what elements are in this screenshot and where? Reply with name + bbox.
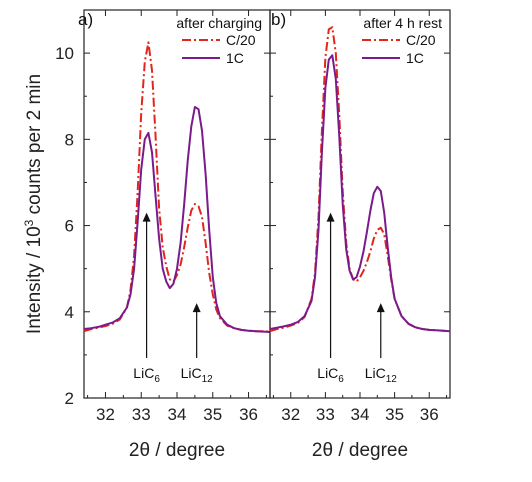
annotation-label: LiC6 xyxy=(317,365,344,385)
series-line-c20 xyxy=(83,41,271,333)
legend-entry: C/20 xyxy=(226,32,256,48)
panel-a: 32 33 34 35 36 2 4 6 8 10 2θ / degree a) after charg… xyxy=(55,9,271,461)
x-tick-label: 34 xyxy=(351,405,370,424)
y-tick-label: 2 xyxy=(65,389,74,408)
panel-label: b) xyxy=(271,10,286,29)
x-axis-title: 2θ / degree xyxy=(312,440,408,461)
x-tick-label: 32 xyxy=(281,405,300,424)
y-tick-label: 8 xyxy=(65,130,74,149)
legend-title: after 4 h rest xyxy=(363,15,442,31)
x-axis-title: 2θ / degree xyxy=(129,440,225,461)
series-line-1c xyxy=(269,54,451,333)
y-axis-label: Intensity / 103 counts per 2 min xyxy=(22,74,45,334)
x-tick-label: 34 xyxy=(168,405,187,424)
y-axis-title-rest: counts per 2 min xyxy=(24,74,45,220)
y-axis-title-main: Intensity / 10 xyxy=(24,226,45,334)
legend-entry: C/20 xyxy=(406,32,436,48)
annotation-label-text: LiC xyxy=(181,365,202,381)
panel-frame xyxy=(83,9,271,399)
y-axis-title-exponent: 3 xyxy=(22,219,36,226)
x-tick-label: 36 xyxy=(239,405,258,424)
x-tick-label: 36 xyxy=(420,405,439,424)
y-tick-label: 10 xyxy=(55,44,74,63)
x-tick-label: 32 xyxy=(96,405,115,424)
annotation-label: LiC6 xyxy=(133,365,160,385)
x-tick-label: 33 xyxy=(316,405,335,424)
annotation-label-text: LiC xyxy=(365,365,386,381)
annotation-arrowhead xyxy=(142,212,151,222)
legend-entry: 1C xyxy=(226,50,244,66)
annotation-label-sub: 12 xyxy=(202,374,214,385)
x-tick-label: 35 xyxy=(385,405,404,424)
annotation-arrowhead xyxy=(326,212,335,222)
y-tick-label: 4 xyxy=(65,303,74,322)
series-line-1c xyxy=(83,106,271,333)
annotation-label-sub: 6 xyxy=(338,374,344,385)
annotation-label-sub: 6 xyxy=(154,374,160,385)
y-tick-label: 6 xyxy=(65,217,74,236)
panel-label: a) xyxy=(78,10,93,29)
annotation-arrowhead xyxy=(192,303,201,313)
x-tick-label: 33 xyxy=(132,405,151,424)
x-tick-label: 35 xyxy=(203,405,222,424)
panel-frame xyxy=(269,9,451,399)
annotation-arrowhead xyxy=(376,303,385,313)
annotation-label-sub: 12 xyxy=(386,374,398,385)
legend-entry: 1C xyxy=(406,50,424,66)
annotation-label: LiC12 xyxy=(181,365,214,385)
annotation-label-text: LiC xyxy=(133,365,154,381)
y-axis-title: Intensity / 103 counts per 2 min xyxy=(22,74,45,334)
series-line-c20 xyxy=(269,26,451,333)
panel-b: 32 33 34 35 36 2θ / degree b) after 4 h restC/2… xyxy=(269,9,451,461)
annotation-label: LiC12 xyxy=(365,365,398,385)
annotation-label-text: LiC xyxy=(317,365,338,381)
legend-title: after charging xyxy=(176,15,262,31)
